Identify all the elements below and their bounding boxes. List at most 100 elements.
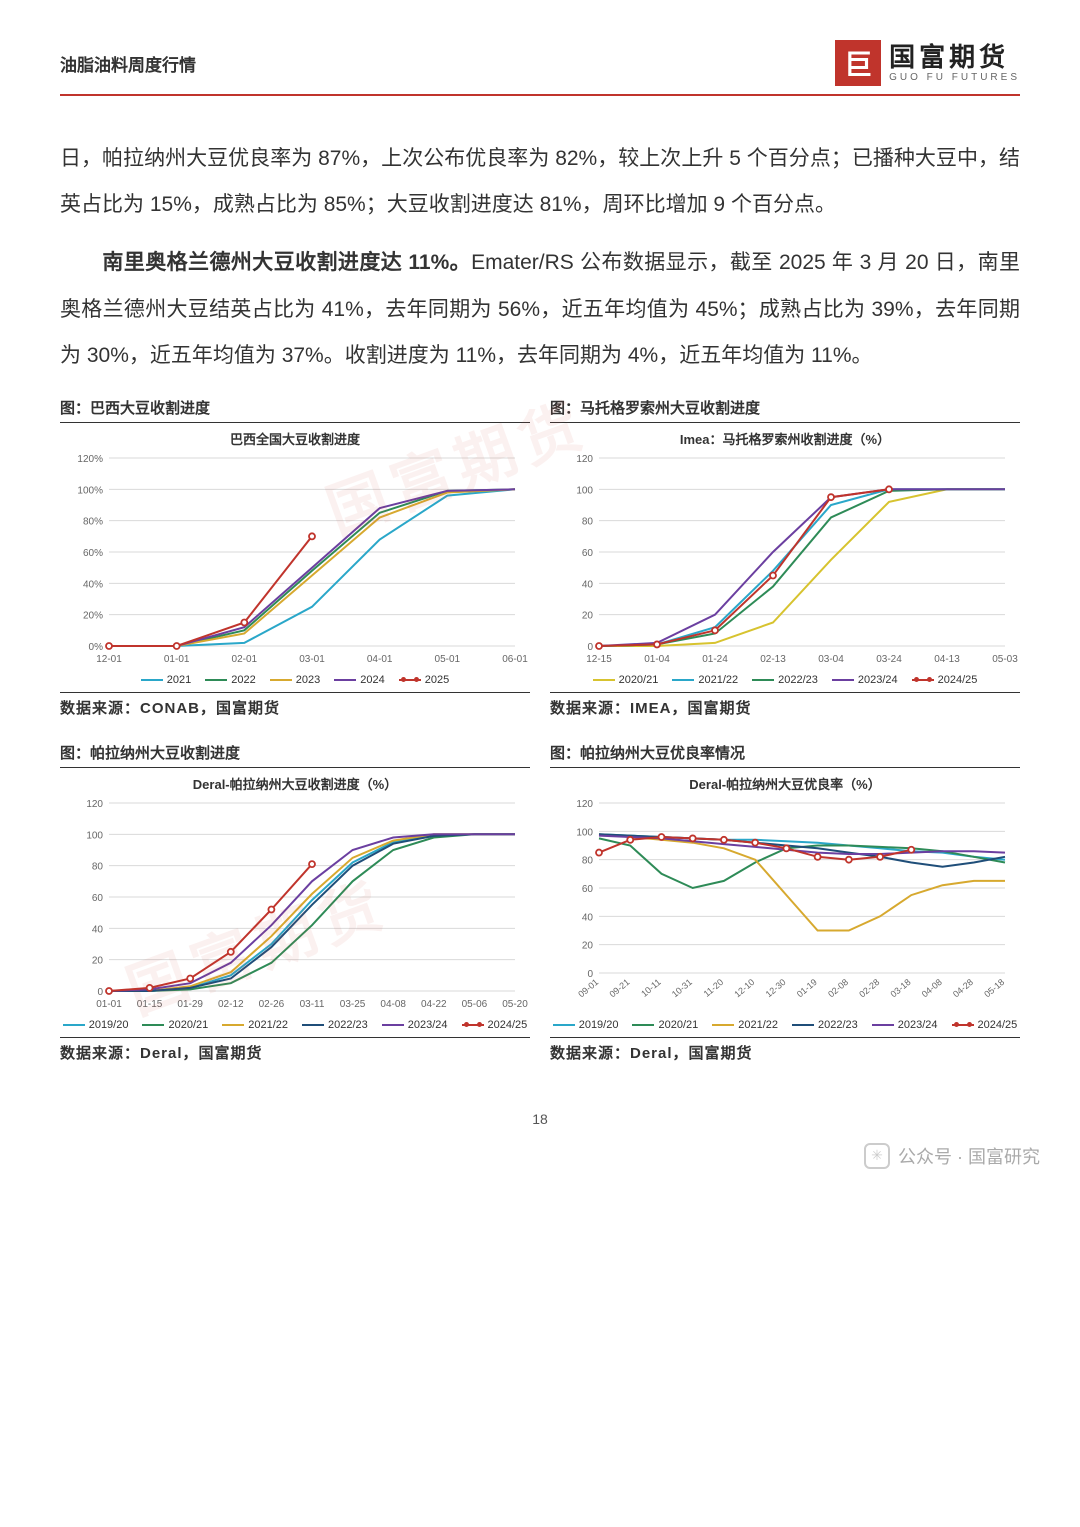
- svg-text:05-01: 05-01: [435, 654, 461, 665]
- legend-label: 2022: [231, 674, 255, 686]
- legend-label: 2021/22: [738, 1019, 778, 1031]
- svg-text:0%: 0%: [89, 642, 104, 653]
- legend-item: 2021/22: [222, 1019, 288, 1031]
- svg-text:02-12: 02-12: [218, 999, 244, 1010]
- svg-text:03-24: 03-24: [876, 654, 902, 665]
- paragraph-2-bold: 南里奥格兰德州大豆收割进度达 11%。: [102, 251, 471, 274]
- svg-text:60: 60: [92, 893, 104, 904]
- legend-label: 2020/21: [658, 1019, 698, 1031]
- wechat-icon: ✳: [864, 1143, 890, 1169]
- svg-text:80: 80: [582, 856, 594, 867]
- svg-text:40: 40: [582, 579, 594, 590]
- legend-swatch: [399, 679, 421, 681]
- legend-label: 2020/21: [168, 1019, 208, 1031]
- svg-text:03-11: 03-11: [300, 999, 325, 1010]
- legend-label: 2021/22: [248, 1019, 288, 1031]
- svg-text:04-01: 04-01: [367, 654, 393, 665]
- svg-text:60: 60: [582, 548, 594, 559]
- svg-text:03-01: 03-01: [299, 654, 325, 665]
- legend-item: 2021/22: [712, 1019, 778, 1031]
- chart-block: 图：帕拉纳州大豆优良率情况Deral-帕拉纳州大豆优良率（%）020406080…: [550, 742, 1020, 1081]
- svg-text:01-04: 01-04: [644, 654, 670, 665]
- legend-item: 2023: [270, 674, 320, 686]
- svg-text:100: 100: [576, 827, 593, 838]
- page-number: 18: [60, 1111, 1020, 1127]
- svg-text:0: 0: [97, 987, 103, 998]
- footer-account-tag: ✳ 公众号 · 国富研究: [864, 1143, 1040, 1169]
- legend-label: 2020/21: [619, 674, 659, 686]
- chart-svg: 02040608010012009-0109-2110-1110-3111-20…: [550, 795, 1020, 1015]
- logo-cn-text: 国富期货: [889, 43, 1020, 72]
- chart-subtitle: 巴西全国大豆收割进度: [60, 429, 530, 448]
- legend-swatch: [712, 1024, 734, 1026]
- svg-text:10-31: 10-31: [670, 977, 694, 999]
- svg-text:01-15: 01-15: [137, 999, 163, 1010]
- svg-text:80: 80: [582, 517, 594, 528]
- svg-text:01-29: 01-29: [177, 999, 203, 1010]
- svg-text:04-08: 04-08: [920, 977, 944, 999]
- legend-swatch: [270, 679, 292, 681]
- legend-item: 2021: [141, 674, 191, 686]
- legend-swatch: [872, 1024, 894, 1026]
- logo-en-text: GUO FU FUTURES: [889, 72, 1020, 83]
- chart-block: 图：马托格罗索州大豆收割进度Imea：马托格罗索州收割进度（%）02040608…: [550, 397, 1020, 736]
- svg-text:60%: 60%: [83, 548, 103, 559]
- svg-text:120%: 120%: [77, 454, 103, 465]
- svg-text:01-01: 01-01: [96, 999, 122, 1010]
- chart-block: 图：巴西大豆收割进度巴西全国大豆收割进度0%20%40%60%80%100%12…: [60, 397, 530, 736]
- svg-text:05-20: 05-20: [502, 999, 528, 1010]
- svg-text:12-15: 12-15: [586, 654, 612, 665]
- svg-text:40: 40: [92, 924, 104, 935]
- svg-text:10-11: 10-11: [639, 977, 663, 999]
- legend-item: 2020/21: [632, 1019, 698, 1031]
- legend-label: 2025: [425, 674, 449, 686]
- legend-swatch: [63, 1024, 85, 1026]
- legend-swatch: [382, 1024, 404, 1026]
- legend-swatch: [302, 1024, 324, 1026]
- svg-text:05-03: 05-03: [992, 654, 1018, 665]
- chart-legend: 2019/202020/212021/222022/232023/242024/…: [60, 1019, 530, 1031]
- svg-text:0: 0: [587, 642, 593, 653]
- legend-label: 2024: [360, 674, 384, 686]
- legend-swatch: [952, 1024, 974, 1026]
- svg-text:20%: 20%: [83, 611, 103, 622]
- legend-item: 2022: [205, 674, 255, 686]
- legend-item: 2024/25: [952, 1019, 1018, 1031]
- legend-label: 2023/24: [898, 1019, 938, 1031]
- legend-swatch: [672, 679, 694, 681]
- chart-source: 数据来源：Deral，国富期货: [550, 1037, 1020, 1063]
- svg-text:80%: 80%: [83, 517, 103, 528]
- page-header: 油脂油料周度行情 巨 国富期货 GUO FU FUTURES: [60, 40, 1020, 96]
- legend-item: 2025: [399, 674, 449, 686]
- chart-legend: 2019/202020/212021/222022/232023/242024/…: [550, 1019, 1020, 1031]
- legend-item: 2022/23: [302, 1019, 368, 1031]
- header-title: 油脂油料周度行情: [60, 51, 196, 76]
- legend-label: 2024/25: [978, 1019, 1018, 1031]
- chart-block: 图：帕拉纳州大豆收割进度Deral-帕拉纳州大豆收割进度（%）020406080…: [60, 742, 530, 1081]
- legend-label: 2019/20: [89, 1019, 129, 1031]
- legend-swatch: [142, 1024, 164, 1026]
- legend-item: 2022/23: [792, 1019, 858, 1031]
- legend-label: 2024/25: [938, 674, 978, 686]
- legend-item: 2024: [334, 674, 384, 686]
- legend-label: 2021/22: [698, 674, 738, 686]
- svg-text:09-01: 09-01: [576, 977, 600, 999]
- svg-text:60: 60: [582, 884, 594, 895]
- svg-text:02-26: 02-26: [259, 999, 285, 1010]
- charts-grid: 图：巴西大豆收割进度巴西全国大豆收割进度0%20%40%60%80%100%12…: [60, 397, 1020, 1081]
- legend-label: 2023/24: [858, 674, 898, 686]
- svg-text:06-01: 06-01: [502, 654, 528, 665]
- legend-item: 2024/25: [912, 674, 978, 686]
- footer-account-label: 公众号 · 国富研究: [898, 1143, 1040, 1169]
- svg-text:04-13: 04-13: [934, 654, 960, 665]
- brand-logo: 巨 国富期货 GUO FU FUTURES: [835, 40, 1020, 86]
- svg-text:03-25: 03-25: [340, 999, 366, 1010]
- chart-caption: 图：马托格罗索州大豆收割进度: [550, 397, 1020, 423]
- legend-label: 2021: [167, 674, 191, 686]
- legend-label: 2023: [296, 674, 320, 686]
- svg-text:01-24: 01-24: [702, 654, 728, 665]
- svg-text:01-01: 01-01: [164, 654, 190, 665]
- chart-caption: 图：帕拉纳州大豆优良率情况: [550, 742, 1020, 768]
- svg-text:100: 100: [576, 485, 593, 496]
- chart-subtitle: Imea：马托格罗索州收割进度（%）: [550, 429, 1020, 448]
